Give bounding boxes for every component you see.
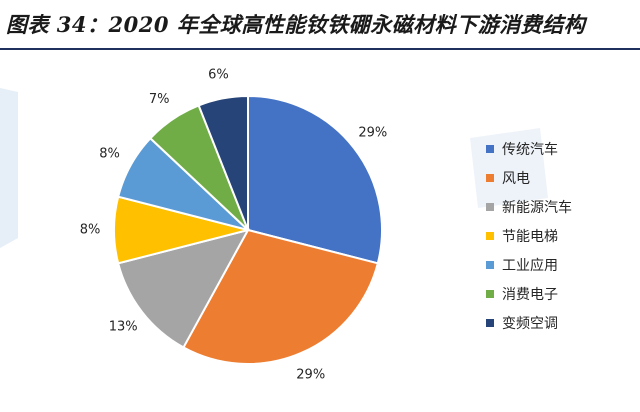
- legend-label: 节能电梯: [502, 228, 558, 245]
- legend-swatch: [486, 173, 494, 182]
- legend-item: 消费电子: [486, 279, 572, 308]
- chart-legend: 传统汽车风电新能源汽车节能电梯工业应用消费电子变频空调: [486, 134, 572, 337]
- pie-slice-label: 13%: [109, 319, 138, 334]
- legend-item: 传统汽车: [486, 134, 572, 163]
- pie-slice-label: 8%: [99, 146, 120, 161]
- pie-slice: [197, 94, 249, 231]
- pie-slice-label: 6%: [208, 67, 229, 82]
- legend-swatch: [486, 289, 494, 298]
- pie-slice-label: 29%: [358, 126, 387, 141]
- legend-label: 变频空调: [502, 315, 558, 332]
- legend-item: 风电: [486, 163, 572, 192]
- legend-label: 传统汽车: [502, 141, 558, 158]
- pie-slice-label: 8%: [80, 223, 101, 238]
- figure-title: 图表 34：2020 年全球高性能钕铁硼永磁材料下游消费结构: [6, 12, 586, 37]
- legend-label: 消费电子: [502, 286, 558, 303]
- legend-swatch: [486, 231, 494, 240]
- figure-header: 图表 34：2020 年全球高性能钕铁硼永磁材料下游消费结构: [0, 0, 640, 48]
- legend-label: 新能源汽车: [502, 199, 572, 216]
- pie-slice: [247, 94, 383, 265]
- pie-slice: [116, 228, 250, 349]
- legend-swatch: [486, 260, 494, 269]
- pie-slice-label: 7%: [149, 92, 170, 107]
- legend-label: 工业应用: [502, 257, 558, 274]
- legend-label: 风电: [502, 170, 530, 187]
- legend-swatch: [486, 318, 494, 327]
- legend-swatch: [486, 202, 494, 211]
- legend-item: 变频空调: [486, 308, 572, 337]
- title-underline: [0, 48, 640, 50]
- legend-item: 节能电梯: [486, 221, 572, 250]
- pie-slice-label: 29%: [296, 368, 325, 383]
- legend-item: 新能源汽车: [486, 192, 572, 221]
- legend-swatch: [486, 144, 494, 153]
- pie-slice: [182, 228, 380, 365]
- legend-item: 工业应用: [486, 250, 572, 279]
- pie-chart: 29% 29% 13% 8% 8% 7% 6%: [80, 67, 388, 383]
